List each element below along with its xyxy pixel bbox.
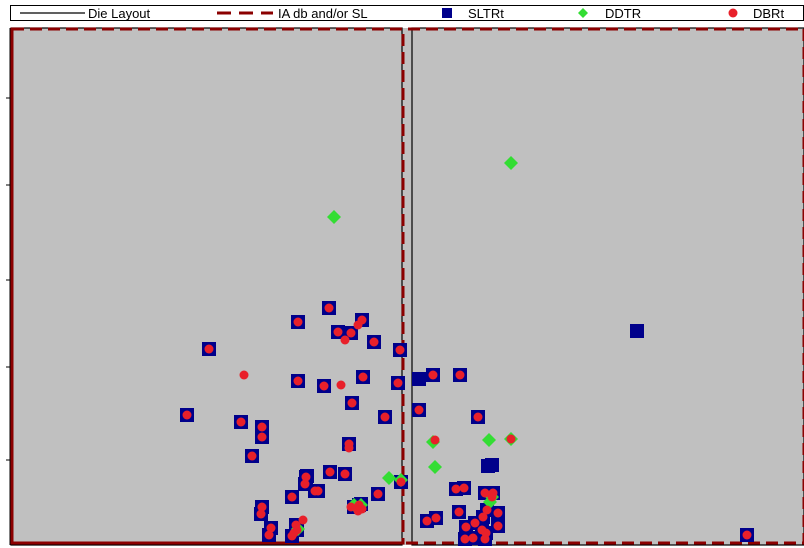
dbrt-point	[291, 520, 301, 530]
dbrt-point	[480, 488, 490, 498]
dbrt-point	[319, 381, 329, 391]
dbrt-point	[470, 518, 480, 528]
dbrt-point	[493, 521, 503, 531]
dbrt-point	[346, 502, 356, 512]
legend-marker-dbrt	[728, 8, 738, 18]
dbrt-point	[333, 327, 343, 337]
dbrt-point	[468, 533, 478, 543]
dbrt-point	[493, 508, 503, 518]
dbrt-point	[300, 479, 310, 489]
dbrt-point	[287, 492, 297, 502]
dbrt-point	[293, 317, 303, 327]
dbrt-point	[473, 412, 483, 422]
legend-label-dbrt: DBRt	[753, 6, 784, 21]
dbrt-point	[239, 370, 249, 380]
dbrt-point	[369, 337, 379, 347]
dbrt-point	[393, 378, 403, 388]
legend-label-sltrt: SLTRt	[468, 6, 504, 21]
ia-db-sl-rect-0	[10, 27, 405, 545]
dbrt-point	[301, 472, 311, 482]
dbrt-point	[247, 451, 257, 461]
dbrt-layer	[182, 303, 752, 544]
dbrt-point	[266, 523, 276, 533]
dbrt-point	[236, 417, 246, 427]
dbrt-point	[414, 405, 424, 415]
dbrt-point	[357, 504, 367, 514]
dbrt-point	[340, 469, 350, 479]
dbrt-point	[257, 422, 267, 432]
ia-db-sl-layer	[10, 27, 804, 545]
dbrt-point	[431, 513, 441, 523]
legend-label-die-layout: Die Layout	[88, 6, 151, 21]
dbrt-point	[336, 380, 346, 390]
dbrt-point	[478, 512, 488, 522]
dbrt-point	[313, 486, 323, 496]
sltrt-point	[412, 372, 426, 386]
dbrt-point	[257, 432, 267, 442]
dbrt-point	[455, 370, 465, 380]
ia-db-sl-rect-1	[10, 27, 804, 545]
dbrt-point	[460, 534, 470, 544]
legend-background	[0, 0, 804, 26]
dbrt-point	[357, 315, 367, 325]
dbrt-point	[298, 515, 308, 525]
dbrt-point	[396, 477, 406, 487]
dbrt-point	[182, 410, 192, 420]
dbrt-point	[422, 516, 432, 526]
dbrt-point	[380, 412, 390, 422]
dbrt-point	[373, 489, 383, 499]
dbrt-point	[324, 303, 334, 313]
ddtr-point	[382, 471, 396, 485]
plot-area	[11, 28, 804, 545]
dbrt-point	[451, 484, 461, 494]
dbrt-point	[204, 344, 214, 354]
y-axis-ticks	[6, 28, 11, 545]
sltrt-point	[630, 324, 644, 338]
dbrt-point	[459, 483, 469, 493]
dbrt-point	[487, 492, 497, 502]
dbrt-point	[289, 528, 299, 538]
dbrt-point	[346, 328, 356, 338]
legend-marker-ddtr	[578, 8, 588, 18]
legend-marker-sltrt	[442, 8, 452, 18]
ddtr-point	[428, 460, 442, 474]
legend-label-ia-db-sl: IA db and/or SL	[278, 6, 368, 21]
ddtr-point	[482, 433, 496, 447]
dbrt-point	[454, 507, 464, 517]
sltrt-point	[485, 458, 499, 472]
dbrt-point	[430, 435, 440, 445]
dbrt-point	[742, 530, 752, 540]
dbrt-point	[428, 370, 438, 380]
dbrt-point	[481, 528, 491, 538]
dbrt-point	[461, 522, 471, 532]
ddtr-point	[504, 156, 518, 170]
dbrt-point	[256, 509, 266, 519]
dbrt-point	[344, 443, 354, 453]
legend: Die Layout IA db and/or SL SLTRt DDTR DBRt	[0, 0, 804, 26]
legend-label-ddtr: DDTR	[605, 6, 641, 21]
dbrt-point	[506, 434, 516, 444]
dbrt-point	[293, 376, 303, 386]
dbrt-point	[395, 345, 405, 355]
ddtr-point	[327, 210, 341, 224]
dbrt-point	[325, 467, 335, 477]
dbrt-point	[340, 335, 350, 345]
dbrt-point	[264, 530, 274, 540]
dbrt-point	[358, 372, 368, 382]
dbrt-point	[257, 502, 267, 512]
dbrt-point	[482, 505, 492, 515]
dbrt-point	[347, 398, 357, 408]
